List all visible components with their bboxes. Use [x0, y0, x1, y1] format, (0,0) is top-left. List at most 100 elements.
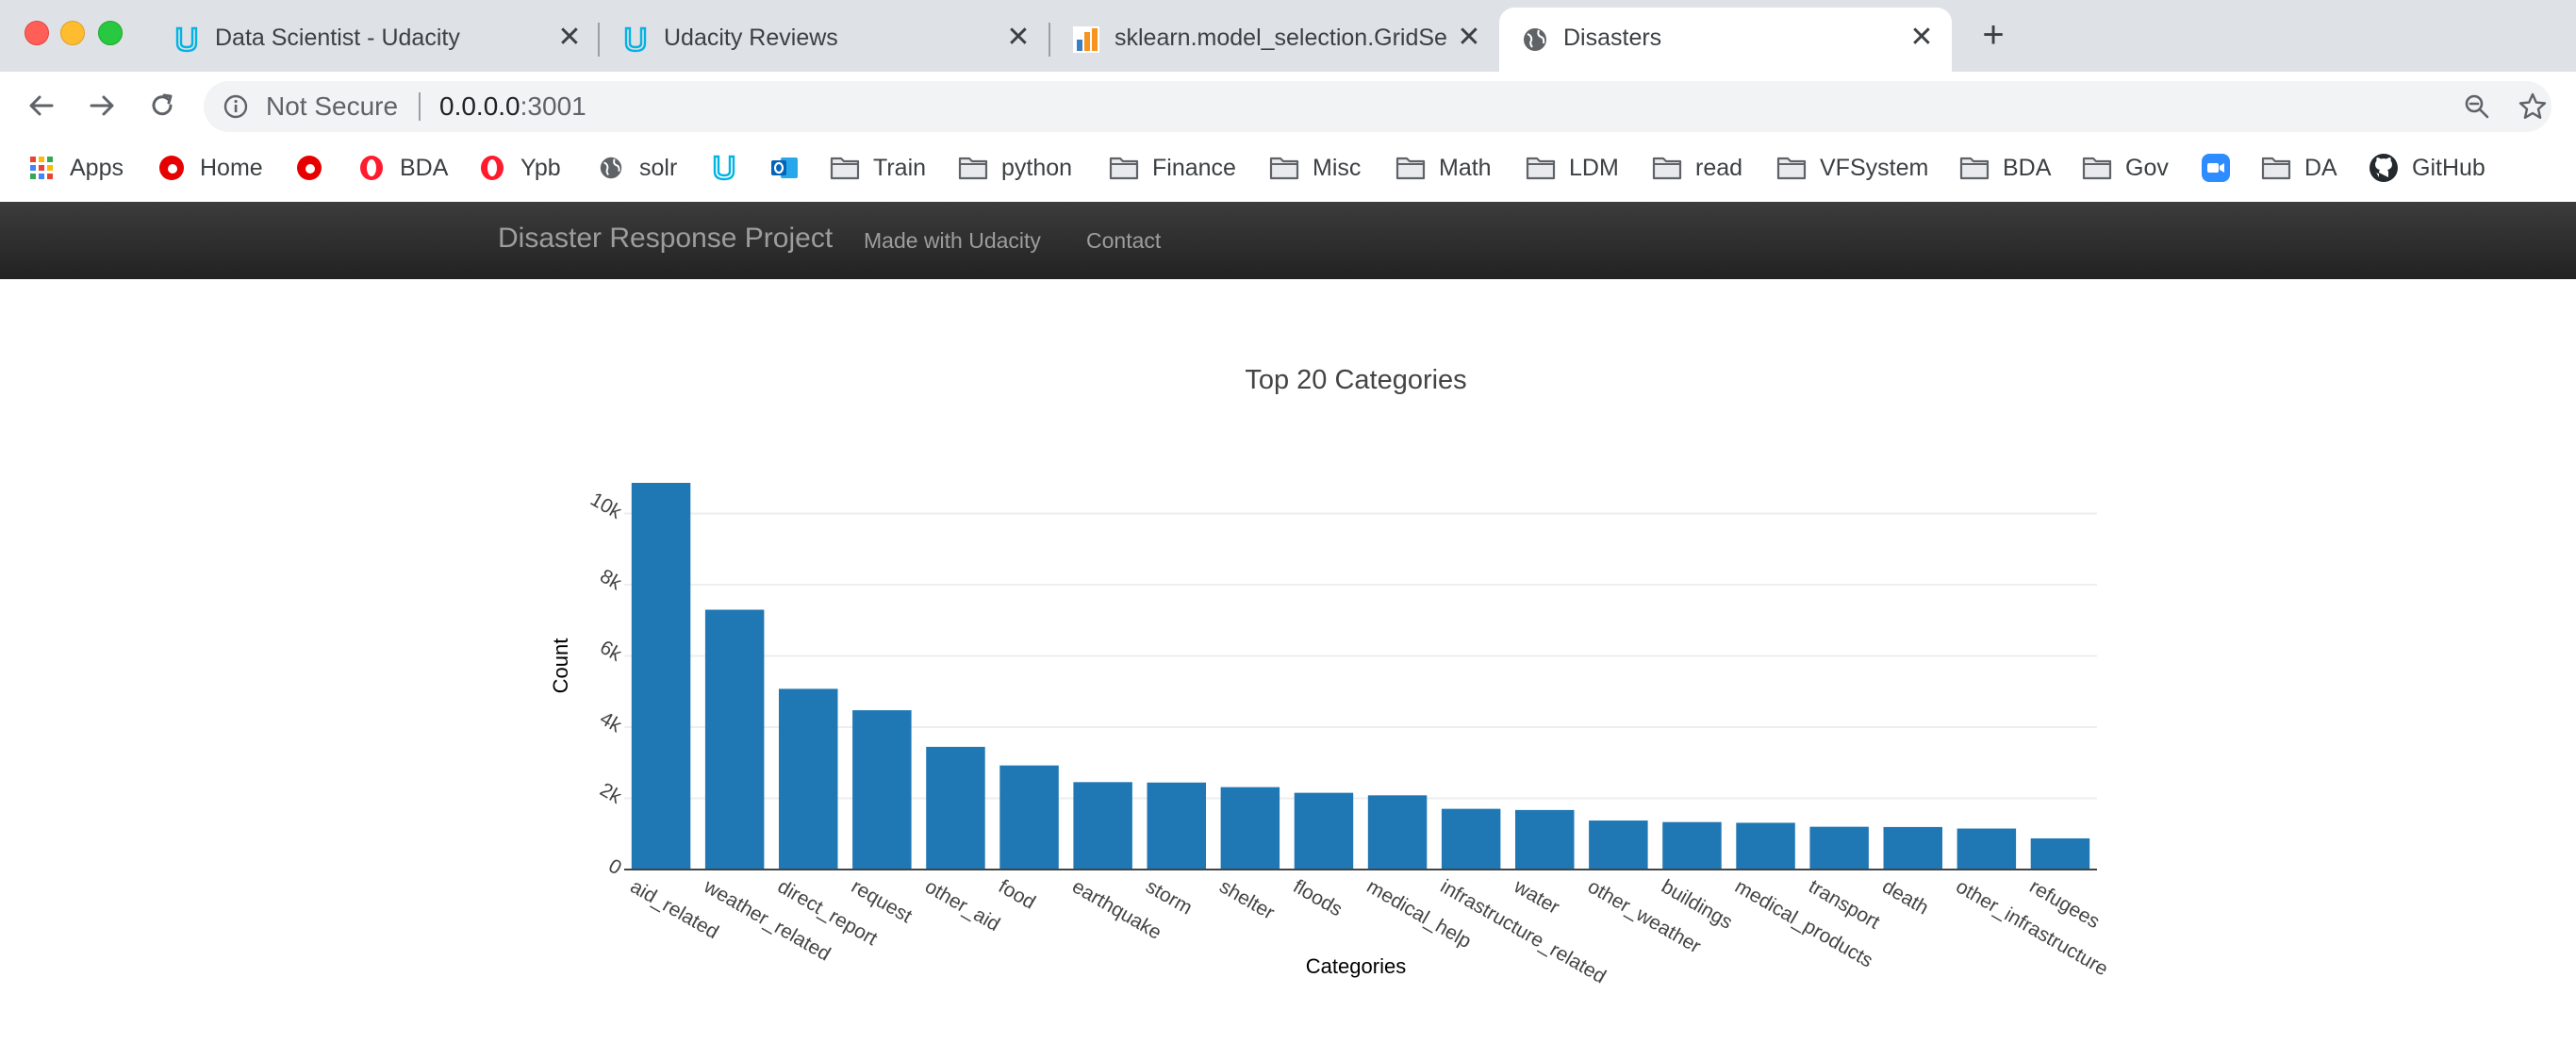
bookmark-label: Misc — [1313, 154, 1362, 181]
udacity-icon — [620, 25, 651, 55]
folder-icon — [1269, 153, 1299, 183]
bookmark-ypb[interactable]: Ypb — [477, 149, 561, 187]
tab-disasters[interactable]: Disasters ✕ — [1499, 8, 1952, 72]
tab-udacity-reviews[interactable]: Udacity Reviews ✕ — [600, 8, 1049, 72]
bookmark-folder-finance[interactable]: Finance — [1109, 149, 1236, 187]
bookmark-folder-ldm[interactable]: LDM — [1526, 149, 1619, 187]
x-axis-title: Categories — [1306, 954, 1406, 978]
bar-weather_related[interactable] — [704, 609, 765, 870]
bar-transport[interactable] — [1809, 826, 1869, 870]
folder-icon — [1526, 153, 1556, 183]
y-axis-title: Count — [549, 638, 572, 694]
forward-button[interactable] — [83, 87, 121, 124]
bookmark-udacity[interactable] — [709, 149, 739, 187]
bookmark-github[interactable]: GitHub — [2369, 149, 2485, 187]
folder-icon — [1652, 153, 1682, 183]
reload-icon — [152, 93, 173, 116]
bookmark-bda-opera[interactable]: BDA — [356, 149, 448, 187]
chart-title: Top 20 Categories — [1245, 365, 1466, 395]
bar-buildings[interactable] — [1662, 821, 1722, 870]
bar-other_aid[interactable] — [926, 746, 985, 870]
bookmark-label: Ypb — [520, 154, 561, 181]
bar-food[interactable] — [999, 765, 1059, 870]
tab-data-scientist[interactable]: Data Scientist - Udacity ✕ — [151, 8, 596, 72]
bar-water[interactable] — [1515, 809, 1575, 870]
folder-icon — [2261, 153, 2291, 183]
close-window-button[interactable] — [25, 21, 49, 45]
bar-death[interactable] — [1883, 826, 1942, 870]
folder-icon — [1395, 153, 1426, 183]
reload-button[interactable] — [143, 87, 181, 124]
tab-divider — [598, 23, 600, 57]
new-tab-button[interactable]: + — [1982, 14, 2005, 56]
bookmark-zoom[interactable] — [2201, 149, 2231, 187]
bookmark-apps[interactable]: Apps — [26, 149, 124, 187]
zoom-icon — [2201, 153, 2231, 183]
bookmark-folder-read[interactable]: read — [1652, 149, 1742, 187]
bar-request[interactable] — [852, 710, 912, 870]
bookmark-vodafone[interactable] — [294, 149, 324, 187]
bookmark-label: VFSystem — [1820, 154, 1929, 181]
bookmark-label: Apps — [70, 154, 124, 181]
bookmark-folder-gov[interactable]: Gov — [2082, 149, 2169, 187]
back-button[interactable] — [23, 87, 60, 124]
tab-close-icon[interactable]: ✕ — [1457, 22, 1481, 53]
bar-aid_related[interactable] — [631, 483, 691, 870]
bookmark-folder-math[interactable]: Math — [1395, 149, 1492, 187]
x-tick-label: death — [1878, 875, 1932, 919]
bar-other_weather[interactable] — [1589, 820, 1648, 870]
tab-title: sklearn.model_selection.GridSearchCV — [1115, 25, 1446, 51]
bookmark-star-icon[interactable] — [2518, 91, 2548, 122]
nav-link-contact[interactable]: Contact — [1086, 228, 1162, 253]
globe-icon — [596, 153, 626, 183]
globe-icon — [1520, 25, 1550, 55]
address-bar[interactable]: Not Secure 0.0.0.0:3001 — [204, 81, 2551, 132]
tab-close-icon[interactable]: ✕ — [557, 22, 582, 53]
tab-sklearn[interactable]: sklearn.model_selection.GridSearchCV ✕ — [1050, 8, 1497, 72]
tab-close-icon[interactable]: ✕ — [1909, 22, 1934, 53]
zoom-out-icon[interactable] — [2463, 92, 2491, 121]
bookmark-label: BDA — [400, 154, 449, 181]
bar-storm[interactable] — [1147, 782, 1206, 870]
maximize-window-button[interactable] — [98, 21, 123, 45]
nav-link-made-with-udacity[interactable]: Made with Udacity — [864, 228, 1041, 253]
bar-shelter[interactable] — [1220, 787, 1280, 870]
bookmark-label: Gov — [2125, 154, 2169, 181]
bookmark-folder-python[interactable]: python — [958, 149, 1072, 187]
bookmark-label: Math — [1439, 154, 1492, 181]
bar-other_infrastructure[interactable] — [1957, 828, 2017, 870]
bookmark-outlook[interactable] — [769, 149, 800, 187]
vodafone-icon — [294, 153, 324, 183]
sklearn-icon — [1071, 25, 1101, 55]
bookmark-folder-train[interactable]: Train — [830, 149, 926, 187]
tab-title: Udacity Reviews — [664, 25, 838, 51]
bookmark-label: Home — [200, 154, 263, 181]
bar-infrastructure_related[interactable] — [1441, 808, 1501, 870]
bar-refugees[interactable] — [2030, 837, 2090, 870]
bookmark-folder-bda[interactable]: BDA — [1959, 149, 2051, 187]
bookmark-label: DA — [2304, 154, 2337, 181]
navbar-brand[interactable]: Disaster Response Project — [498, 223, 834, 254]
site-navbar: Disaster Response Project Made with Udac… — [0, 202, 2576, 279]
bookmark-home[interactable]: Home — [157, 149, 263, 187]
url-text[interactable]: 0.0.0.0:3001 — [439, 91, 586, 122]
tab-close-icon[interactable]: ✕ — [1006, 22, 1031, 53]
security-label: Not Secure — [266, 91, 399, 121]
bookmark-label: Finance — [1152, 154, 1236, 181]
bookmark-folder-vfsystem[interactable]: VFSystem — [1776, 149, 1928, 187]
bar-earthquake[interactable] — [1073, 782, 1132, 870]
bar-medical_help[interactable] — [1367, 795, 1428, 870]
bookmark-folder-da[interactable]: DA — [2261, 149, 2337, 187]
bar-medical_products[interactable] — [1736, 822, 1795, 870]
bookmark-folder-misc[interactable]: Misc — [1269, 149, 1361, 187]
udacity-icon — [709, 153, 739, 183]
bar-direct_report[interactable] — [779, 688, 838, 870]
opera-icon — [477, 153, 507, 183]
minimize-window-button[interactable] — [60, 21, 85, 45]
bar-floods[interactable] — [1294, 792, 1354, 870]
url-host: 0.0.0.0 — [439, 91, 520, 121]
y-tick-label: 6k — [596, 637, 625, 666]
tab-strip: Data Scientist - Udacity ✕ Udacity Revie… — [0, 0, 2576, 72]
bookmark-solr[interactable]: solr — [596, 149, 677, 187]
